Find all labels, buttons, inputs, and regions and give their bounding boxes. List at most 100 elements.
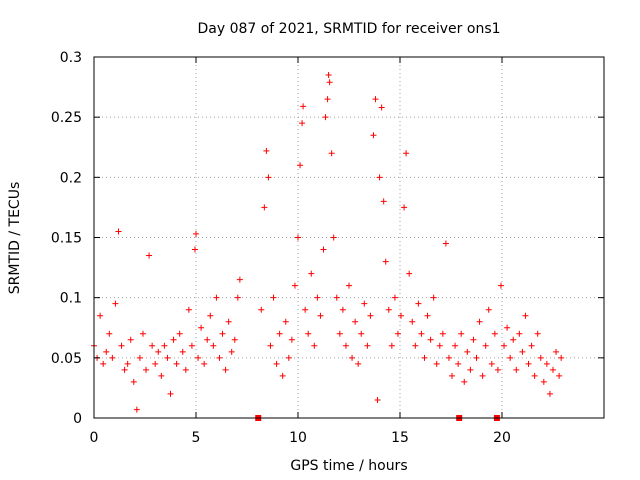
data-point [324,96,331,103]
data-point [228,348,235,355]
y-axis-ticks: 0 0.05 0.1 0.15 0.2 0.25 0.3 [51,50,604,427]
data-point [267,342,274,349]
data-point [516,330,523,337]
y-tick-label: 0.2 [60,170,82,186]
data-point [305,330,312,337]
data-point [467,366,474,373]
data-point [265,174,272,181]
data-point [367,312,374,319]
data-point [339,306,346,313]
data-point [322,114,329,121]
data-point [349,354,356,361]
data-point [464,348,471,355]
data-point [482,342,489,349]
x-tick-label: 15 [391,430,409,446]
y-tick-label: 0.3 [60,50,82,66]
data-point [388,342,395,349]
data-point [452,342,459,349]
data-point [127,336,134,343]
data-point [427,336,434,343]
data-point [403,150,410,157]
data-point [103,348,110,355]
data-point [158,372,165,379]
data-point [213,294,220,301]
data-point [540,378,547,385]
data-point [121,366,128,373]
data-point [320,246,327,253]
data-point [556,372,563,379]
data-point [164,354,171,361]
data-point [372,96,379,103]
data-point [391,294,398,301]
data-point [130,378,137,385]
data-point [282,318,289,325]
data-point [380,198,387,205]
data-point [170,336,177,343]
data-point [394,330,401,337]
data-point [295,234,301,241]
data-point [204,336,211,343]
data-point [112,300,119,307]
data-point [109,354,116,361]
data-point [258,306,265,313]
data-point [461,378,468,385]
data-point [398,312,405,319]
data-point [336,330,343,337]
data-point [326,79,333,86]
data-point [364,342,371,349]
data-point [385,306,392,313]
data-point [476,318,483,325]
data-point [308,270,315,277]
data-point [276,330,283,337]
data-point [479,372,486,379]
data-point [519,348,526,355]
data-point [279,372,286,379]
data-point [100,360,107,367]
x-tick-label: 0 [90,430,99,446]
data-point [342,342,349,349]
data-point [263,147,270,154]
data-point [234,294,241,301]
data-point [311,342,318,349]
data-point [358,330,365,337]
data-point [195,354,202,361]
data-point [314,294,321,301]
data-point [378,104,385,111]
y-tick-label: 0.15 [51,231,82,247]
data-point [149,342,156,349]
data-point [333,294,340,301]
data-point [376,174,383,181]
data-point [553,348,560,355]
data-point [207,312,214,319]
data-point [382,258,389,265]
data-point [299,120,306,127]
data-point [188,342,195,349]
data-point [155,348,162,355]
data-point [124,360,131,367]
data-point [485,306,492,313]
data-point [534,330,541,337]
data-point [328,150,335,157]
data-point [374,396,381,403]
data-point [330,234,337,241]
x-tick-label: 20 [493,430,511,446]
data-point [97,312,104,319]
data-point [449,372,456,379]
data-point [136,354,143,361]
data-point [325,72,332,79]
data-point [133,406,140,413]
y-tick-label: 0.1 [60,291,82,307]
data-point [473,354,480,361]
data-point [513,366,520,373]
data-point [430,294,437,301]
data-point [543,360,550,367]
data-point [458,330,465,337]
data-point [501,342,508,349]
data-point [152,360,159,367]
data-point [550,366,556,373]
data-point [355,360,362,367]
data-point [273,360,280,367]
chart-title: Day 087 of 2021, SRMTID for receiver ons… [197,21,500,37]
data-point [173,360,180,367]
